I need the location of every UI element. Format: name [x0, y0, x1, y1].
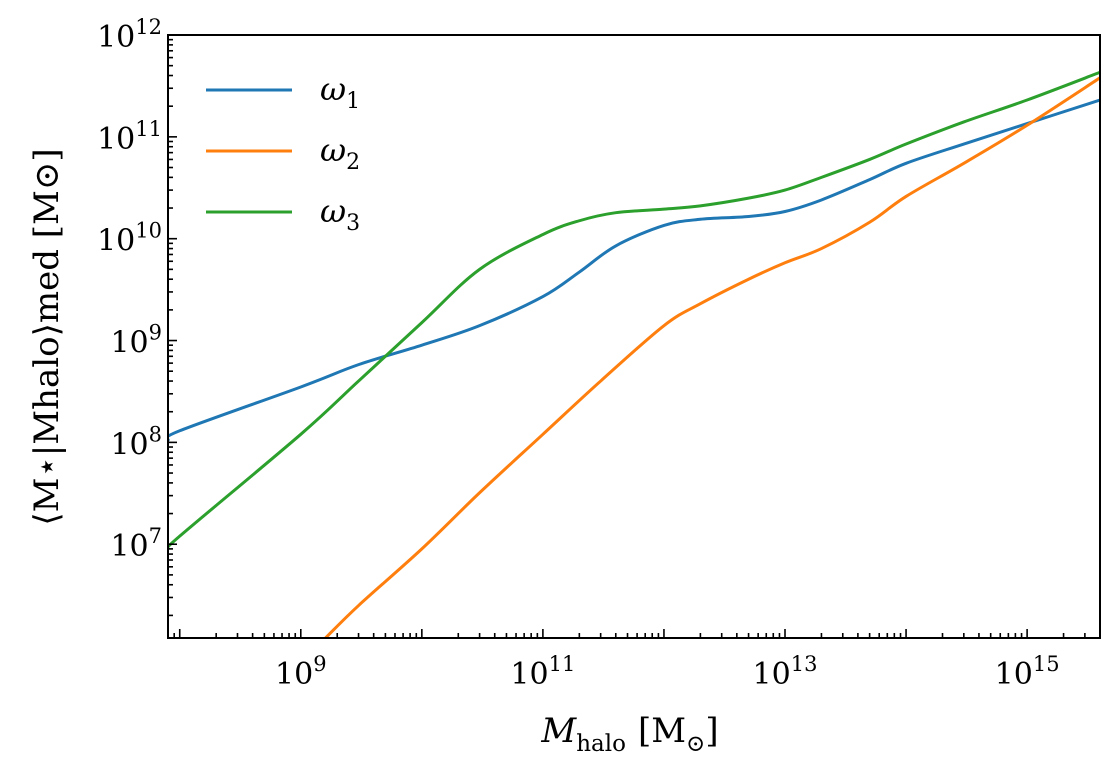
plot-frame — [167, 34, 1101, 639]
ticks-layer — [167, 34, 1101, 638]
legend-label-omega-1: ω1 — [320, 70, 360, 114]
series-layer — [168, 70, 1100, 638]
x-axis-label: Mhalo [M⊙] — [540, 711, 718, 757]
series-line-omega-1 — [168, 98, 1100, 442]
x-tick-label: 109 — [275, 652, 327, 692]
x-tick-label: 1013 — [753, 652, 818, 692]
legend-label-omega-2: ω2 — [320, 131, 360, 175]
legend-label-omega-3: ω3 — [320, 192, 360, 236]
series-line-omega-3 — [168, 70, 1100, 551]
x-tick-label: 1015 — [995, 652, 1060, 692]
y-tick-label: 1012 — [97, 15, 162, 55]
y-tick-label: 108 — [110, 422, 162, 462]
y-tick-label: 109 — [110, 321, 162, 361]
y-tick-label: 107 — [110, 524, 162, 564]
series-line-omega-2 — [324, 76, 1100, 638]
y-tick-label: 1010 — [97, 219, 162, 259]
y-axis-label: ⟨M⋆|Mhalo⟩med [M⊙] — [27, 148, 67, 525]
tick-labels-layer: 109 1011 1013 1015 107 108 109 1010 1011 1012 — [97, 15, 1060, 692]
y-tick-label: 1011 — [97, 117, 162, 157]
legend: ω1 ω2 ω3 — [206, 70, 360, 236]
x-tick-label: 1011 — [510, 652, 575, 692]
